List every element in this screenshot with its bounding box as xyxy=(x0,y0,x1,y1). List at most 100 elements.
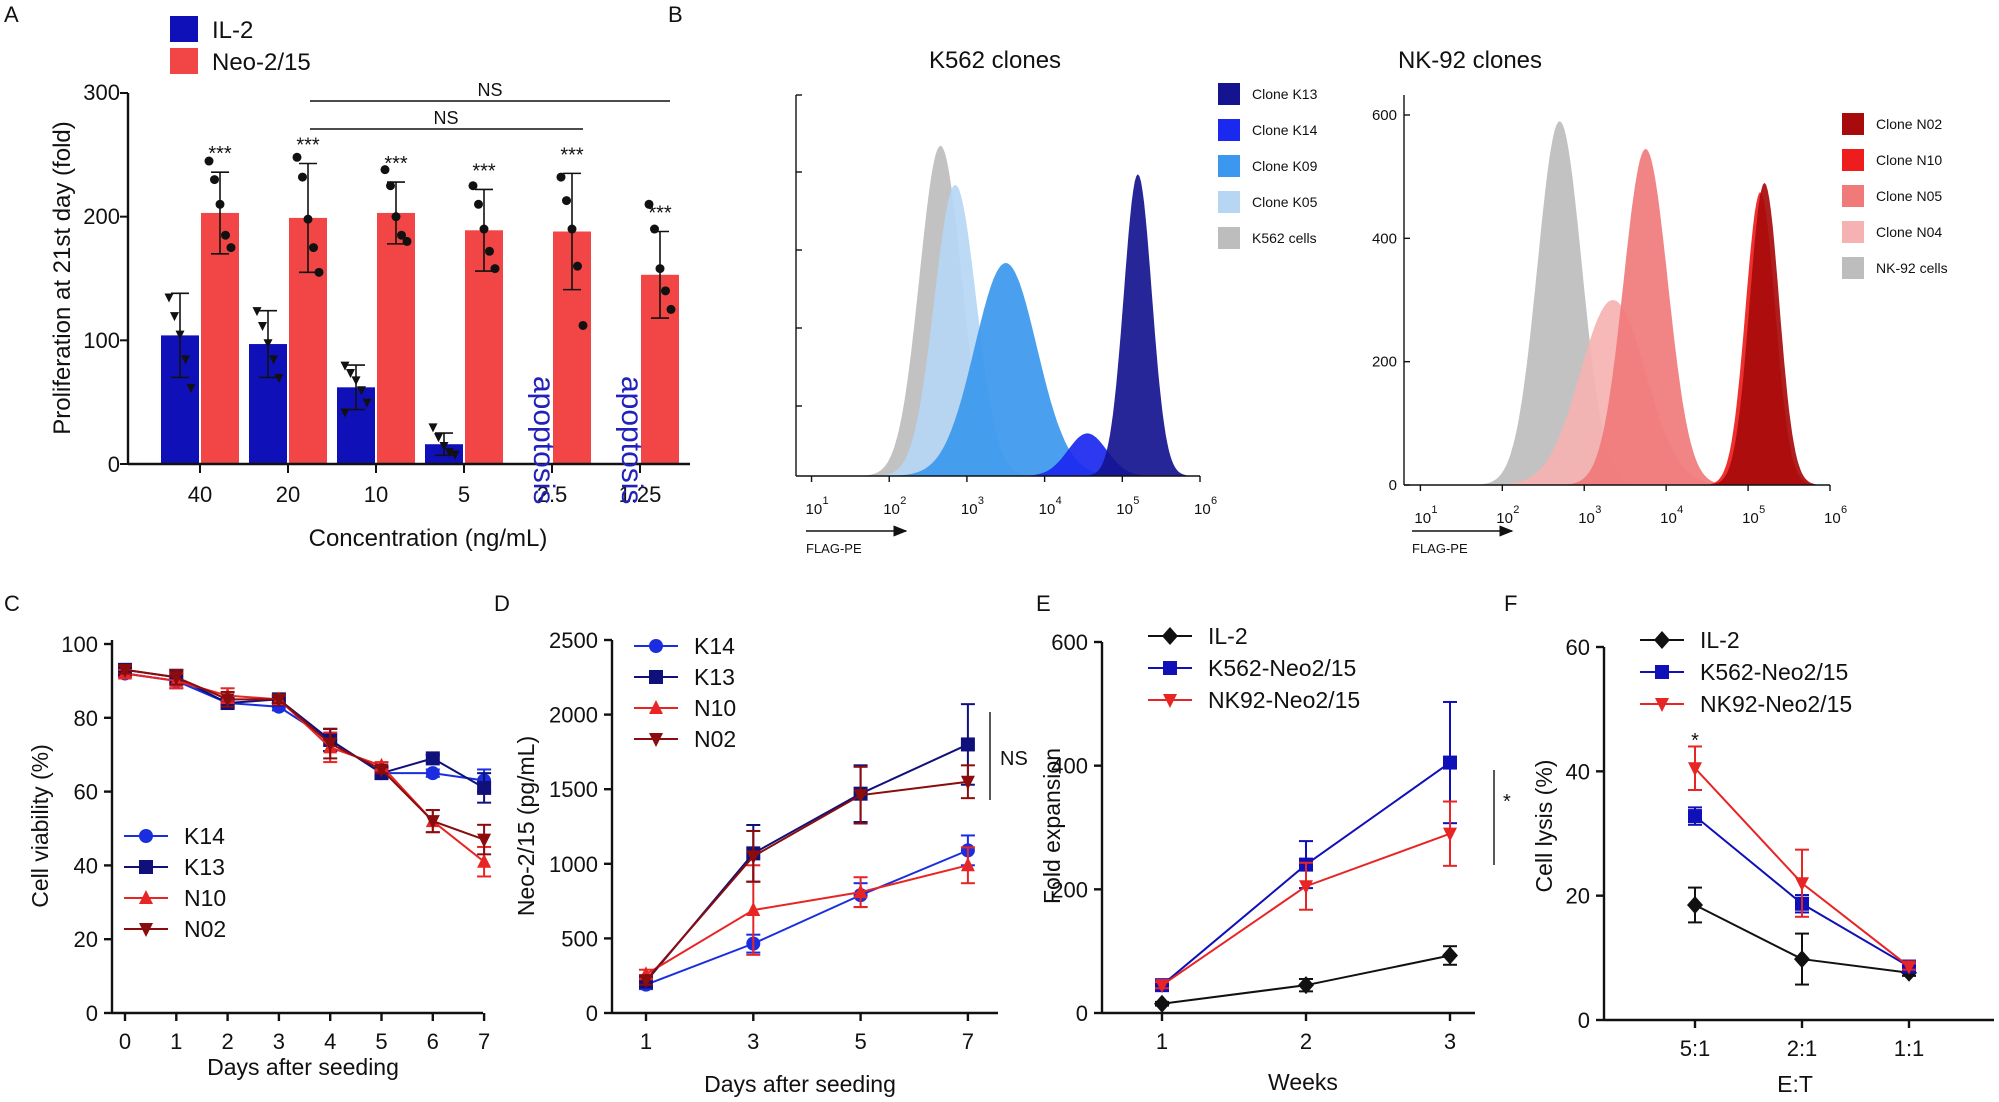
tick-labels: 0 20 40 60 80 100 0 1 2 3 4 5 6 7 xyxy=(61,632,490,1054)
data-point xyxy=(960,775,975,790)
legend-label: IL-2 xyxy=(1208,623,1248,649)
panel-label-f: F xyxy=(1504,591,1517,616)
y-tick-label: 40 xyxy=(74,853,98,878)
x-tick-label: 3 xyxy=(273,1029,285,1054)
legend-swatch xyxy=(1842,113,1864,135)
data-point xyxy=(1442,946,1458,965)
x-tick-label: 7 xyxy=(962,1029,974,1054)
legend-label: Clone K13 xyxy=(1252,86,1318,102)
histogram-peak xyxy=(796,263,1200,476)
x-tick-exponent: 2 xyxy=(1513,504,1519,516)
x-axis-title: E:T xyxy=(1777,1071,1813,1097)
data-point xyxy=(1443,827,1457,842)
data-point xyxy=(181,355,190,365)
y-tick-label: 200 xyxy=(83,204,120,229)
x-tick-label: 1:1 xyxy=(1894,1036,1925,1061)
y-tick-labels: 0 200 400 600 xyxy=(1372,107,1410,494)
legend-swatch-il2 xyxy=(170,16,198,42)
x-tick-base: 10 xyxy=(1578,510,1595,527)
data-point xyxy=(357,386,366,396)
x-tick-label: 1.25 xyxy=(619,482,662,507)
x-tick-label: 2 xyxy=(1300,1029,1312,1054)
legend-swatch xyxy=(1842,221,1864,243)
histogram-peak xyxy=(1404,182,1830,486)
x-tick-exponent: 3 xyxy=(978,495,984,507)
x-tick-base: 10 xyxy=(1414,510,1431,527)
panel-d: 0 500 1000 1500 2000 2500 1 3 5 7 Days after seed… xyxy=(513,628,1028,1097)
data-point xyxy=(340,408,350,418)
legend: Clone K13 Clone K14 Clone K09 Clone K05 K562… xyxy=(1218,83,1318,249)
y-tick-label: 400 xyxy=(1372,230,1397,247)
legend-swatch-neo xyxy=(170,48,198,74)
data-point xyxy=(649,700,663,714)
y-axis-title: Cell viability (%) xyxy=(27,744,53,908)
x-tick-exponent: 4 xyxy=(1056,495,1062,507)
panel-b-k562: K562 clones 10 1 10 2 10 3 10 4 10 5 10 6 FLAG-PE C… xyxy=(795,47,1318,556)
data-point xyxy=(479,224,489,234)
data-point xyxy=(485,246,494,256)
x-axis-title: FLAG-PE xyxy=(1412,541,1468,556)
y-tick-label: 80 xyxy=(74,706,98,731)
data-point xyxy=(391,212,401,222)
legend-swatch xyxy=(1218,119,1240,141)
data-point xyxy=(439,441,449,451)
legend-label: N10 xyxy=(184,885,226,911)
data-point xyxy=(292,152,302,162)
y-tick-label: 40 xyxy=(1566,759,1590,784)
x-tick-base: 10 xyxy=(883,501,900,518)
x-tick-label: 2 xyxy=(221,1029,233,1054)
apoptosis-label: apoptosis xyxy=(527,376,560,504)
x-axis-title: Weeks xyxy=(1268,1069,1338,1095)
x-tick-label: 0 xyxy=(119,1029,131,1054)
legend-swatch xyxy=(1218,83,1240,105)
data-point xyxy=(1298,976,1314,995)
legend-label: Clone K09 xyxy=(1252,158,1318,174)
data-point xyxy=(1443,755,1457,770)
data-point xyxy=(303,214,313,224)
y-tick-label: 60 xyxy=(1566,635,1590,660)
x-tick-base: 10 xyxy=(1660,510,1677,527)
plot-area xyxy=(796,145,1200,477)
data-point xyxy=(1654,631,1670,649)
data-point xyxy=(853,789,868,804)
panel-e: 0 200 400 600 1 2 3 Weeks Fold expansion * IL-… xyxy=(1039,623,1511,1095)
data-point xyxy=(226,243,236,253)
x-tick-label: 5 xyxy=(854,1029,866,1054)
legend-label: K13 xyxy=(184,854,225,880)
x-axis-title: Days after seeding xyxy=(704,1071,896,1097)
legend-label: NK92-Neo2/15 xyxy=(1208,687,1360,713)
data-point xyxy=(644,199,654,209)
data-point xyxy=(204,156,214,166)
x-tick-label: 7 xyxy=(478,1029,490,1054)
legend-label: K13 xyxy=(694,664,735,690)
significance-star: * xyxy=(1691,730,1699,752)
histogram-peak xyxy=(796,174,1200,477)
x-tick-label: 5 xyxy=(375,1029,387,1054)
data-point xyxy=(351,376,361,386)
y-tick-label: 0 xyxy=(86,1001,98,1026)
data-point xyxy=(258,321,267,331)
tick-labels: 0 20 40 60 5:1 2:1 1:1 xyxy=(1566,635,1925,1061)
legend-label: N02 xyxy=(184,916,226,942)
data-point xyxy=(1687,895,1703,914)
data-point xyxy=(477,853,492,868)
data-point xyxy=(649,733,663,747)
y-ticks xyxy=(796,94,802,407)
plot-area: *** *** *** *** *** *** xyxy=(161,134,679,464)
data-point xyxy=(477,780,492,795)
x-tick-label: 3 xyxy=(747,1029,759,1054)
y-tick-label: 0 xyxy=(1076,1001,1088,1026)
x-tick-exponent: 4 xyxy=(1677,504,1683,516)
data-point xyxy=(298,172,307,182)
data-point xyxy=(220,693,235,708)
x-tick-label: 4 xyxy=(324,1029,336,1054)
data-point xyxy=(573,261,582,271)
legend-swatch xyxy=(1842,185,1864,207)
data-point xyxy=(450,450,460,460)
legend-swatch xyxy=(1842,149,1864,171)
data-point xyxy=(445,448,454,458)
y-tick-label: 2000 xyxy=(549,703,598,728)
data-point xyxy=(746,902,761,917)
data-point xyxy=(221,230,230,240)
